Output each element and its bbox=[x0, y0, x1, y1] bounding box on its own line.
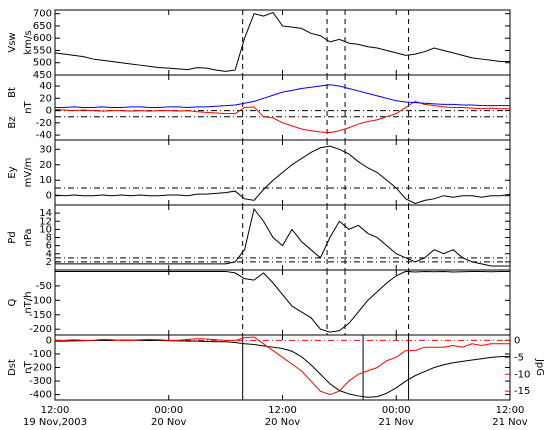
legend-label: Bz bbox=[7, 116, 18, 128]
x-tick-label: 12:00 bbox=[41, 405, 70, 416]
y-tick-label: 20 bbox=[39, 160, 52, 171]
y-axis-unit: nT/h bbox=[23, 291, 34, 313]
panel-frame bbox=[54, 334, 511, 401]
y-axis-label: Dst bbox=[7, 359, 18, 376]
y2-tick-label: -5 bbox=[514, 352, 524, 363]
series-line bbox=[54, 100, 510, 134]
x-tick-date: 21 Nov bbox=[379, 417, 415, 428]
y-tick-label: 8 bbox=[46, 233, 52, 244]
y-tick-label: -50 bbox=[36, 281, 52, 292]
y-tick-label: 10 bbox=[39, 175, 52, 186]
y-tick-label: 0 bbox=[46, 106, 52, 117]
y2-tick-label: -10 bbox=[514, 369, 530, 380]
y-tick-label: 450 bbox=[33, 70, 52, 81]
y-tick-label: -200 bbox=[29, 363, 52, 374]
panel-frame bbox=[54, 269, 511, 336]
panel-frame bbox=[54, 9, 511, 76]
x-tick-date: 19 Nov,2003 bbox=[23, 417, 87, 428]
y-tick-label: 2 bbox=[46, 257, 52, 268]
x-tick-date: 20 Nov bbox=[151, 417, 187, 428]
y-axis-label: Ey bbox=[7, 166, 18, 178]
y-tick-label: -300 bbox=[29, 376, 52, 387]
y-tick-label: -200 bbox=[29, 324, 52, 335]
y-tick-label: 700 bbox=[33, 9, 52, 20]
y-tick-label: -400 bbox=[29, 390, 52, 401]
y-tick-label: 4 bbox=[46, 249, 52, 260]
y-axis-label: Q bbox=[7, 298, 18, 306]
y2-tick-label: 0 bbox=[514, 335, 520, 346]
y-tick-label: -150 bbox=[29, 310, 52, 321]
y-tick-label: -100 bbox=[29, 295, 52, 306]
y-tick-label: 600 bbox=[33, 33, 52, 44]
legend-label: Bt bbox=[7, 87, 18, 98]
x-tick-label: 12:00 bbox=[268, 405, 297, 416]
y-tick-label: 650 bbox=[33, 21, 52, 32]
y-axis-unit: nT bbox=[23, 360, 34, 373]
y-tick-label: 0 bbox=[46, 191, 52, 202]
x-tick-date: 21 Nov bbox=[492, 417, 528, 428]
y-tick-label: 0 bbox=[46, 335, 52, 346]
y-axis-label: Vsw bbox=[7, 32, 18, 52]
y-tick-label: 550 bbox=[33, 45, 52, 56]
y2-axis-label: JpG bbox=[534, 358, 545, 376]
y-tick-label: 12 bbox=[39, 216, 52, 227]
y-tick-label: 14 bbox=[39, 208, 52, 219]
y-axis-unit: km/s bbox=[23, 30, 34, 54]
y-tick-label: 40 bbox=[39, 81, 52, 92]
y-tick-label: -20 bbox=[36, 118, 52, 129]
y-tick-label: 500 bbox=[33, 58, 52, 69]
y-tick-label: 20 bbox=[39, 93, 52, 104]
x-tick-label: 00:00 bbox=[382, 405, 411, 416]
series-line bbox=[55, 270, 510, 333]
y-tick-label: -100 bbox=[29, 349, 52, 360]
y-tick-label: -40 bbox=[36, 130, 52, 141]
x-tick-date: 20 Nov bbox=[265, 417, 301, 428]
panel-frame bbox=[54, 204, 511, 271]
series-line bbox=[54, 145, 511, 204]
y-axis-unit: nT bbox=[23, 100, 34, 113]
series-line bbox=[55, 336, 510, 396]
y-axis-label: Pd bbox=[7, 231, 18, 243]
x-tick-label: 12:00 bbox=[496, 405, 525, 416]
y-tick-label: 10 bbox=[39, 224, 52, 235]
y-axis-unit: mV/m bbox=[23, 158, 34, 188]
y-axis-unit: nPa bbox=[23, 228, 34, 246]
y-tick-label: 30 bbox=[39, 144, 52, 155]
y2-tick-label: -15 bbox=[514, 386, 530, 397]
series-line bbox=[54, 11, 510, 72]
series-line bbox=[55, 339, 511, 398]
y-tick-label: 6 bbox=[46, 241, 52, 252]
x-tick-label: 00:00 bbox=[154, 405, 183, 416]
series-line bbox=[55, 207, 510, 267]
series-line bbox=[55, 84, 510, 109]
